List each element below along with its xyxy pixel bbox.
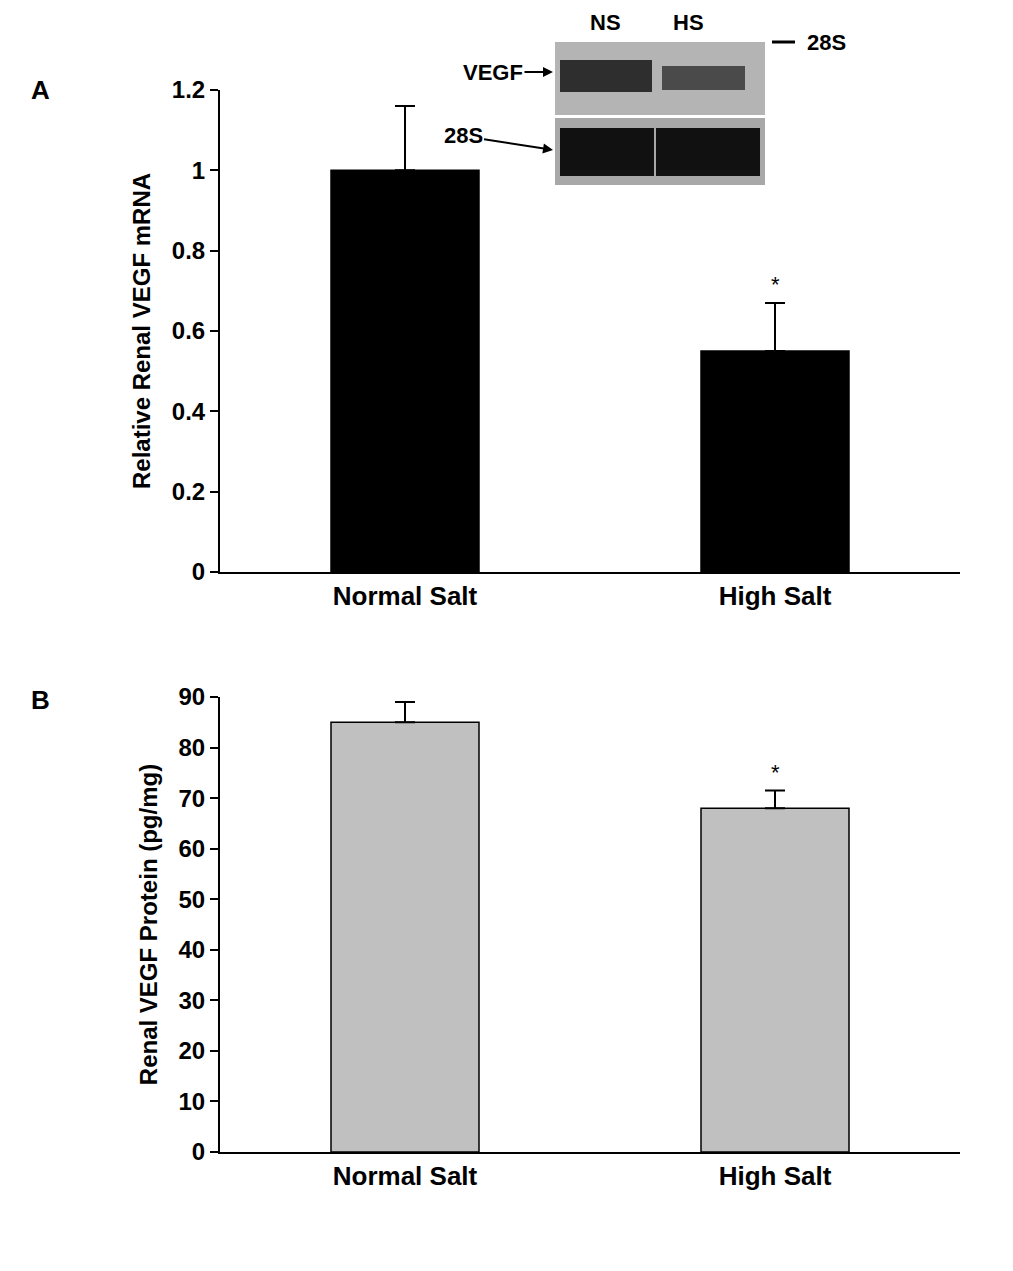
- svg-text:Relative Renal VEGF mRNA: Relative Renal VEGF mRNA: [128, 173, 155, 489]
- svg-text:Renal VEGF Protein (pg/mg): Renal VEGF Protein (pg/mg): [135, 764, 162, 1085]
- svg-text:80: 80: [178, 734, 205, 761]
- svg-text:*: *: [771, 760, 780, 785]
- svg-text:0.8: 0.8: [172, 237, 205, 264]
- svg-text:0: 0: [192, 558, 205, 585]
- svg-text:NS: NS: [590, 10, 621, 35]
- svg-text:0.2: 0.2: [172, 478, 205, 505]
- svg-text:0.4: 0.4: [172, 398, 206, 425]
- svg-text:High Salt: High Salt: [719, 1161, 832, 1191]
- svg-text:VEGF: VEGF: [463, 60, 523, 85]
- svg-text:0: 0: [192, 1138, 205, 1165]
- svg-text:High Salt: High Salt: [719, 581, 832, 611]
- svg-text:Normal Salt: Normal Salt: [333, 1161, 478, 1191]
- svg-text:70: 70: [178, 785, 205, 812]
- svg-text:28S: 28S: [807, 30, 846, 55]
- svg-text:1.2: 1.2: [172, 76, 205, 103]
- svg-text:30: 30: [178, 987, 205, 1014]
- svg-text:A: A: [31, 75, 50, 105]
- svg-text:Normal Salt: Normal Salt: [333, 581, 478, 611]
- svg-text:*: *: [771, 272, 780, 297]
- svg-text:B: B: [31, 685, 50, 715]
- svg-text:50: 50: [178, 886, 205, 913]
- svg-text:90: 90: [178, 683, 205, 710]
- svg-text:40: 40: [178, 936, 205, 963]
- svg-text:20: 20: [178, 1037, 205, 1064]
- svg-text:0.6: 0.6: [172, 317, 205, 344]
- svg-text:60: 60: [178, 835, 205, 862]
- svg-text:28S: 28S: [444, 123, 483, 148]
- svg-text:HS: HS: [673, 10, 704, 35]
- svg-text:1: 1: [192, 157, 205, 184]
- svg-text:10: 10: [178, 1088, 205, 1115]
